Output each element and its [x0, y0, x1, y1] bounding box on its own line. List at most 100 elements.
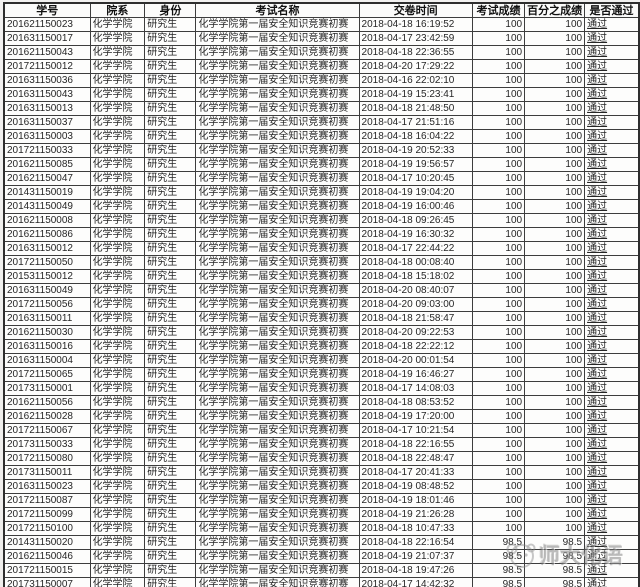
cell-percent-score[interactable]: 98.5 [524, 549, 586, 564]
cell-submit-time[interactable]: 2018-04-19 19:04:20 [358, 185, 473, 200]
cell-department[interactable]: 化学学院 [89, 535, 146, 550]
cell-score[interactable]: 100 [471, 199, 526, 214]
cell-department[interactable]: 化学学院 [89, 353, 146, 368]
cell-score[interactable]: 100 [471, 507, 526, 522]
cell-score[interactable]: 100 [471, 451, 526, 466]
cell-score[interactable]: 100 [471, 353, 526, 368]
cell-student-id[interactable]: 201431150020 [3, 535, 91, 550]
cell-department[interactable]: 化学学院 [89, 339, 146, 354]
cell-identity[interactable]: 研究生 [144, 255, 197, 270]
cell-pass-status[interactable]: 通过 [584, 185, 640, 200]
cell-percent-score[interactable]: 100 [524, 101, 586, 116]
cell-department[interactable]: 化学学院 [89, 283, 146, 298]
cell-student-id[interactable]: 201631150036 [3, 73, 91, 88]
cell-department[interactable]: 化学学院 [89, 437, 146, 452]
cell-department[interactable]: 化学学院 [89, 493, 146, 508]
cell-student-id[interactable]: 201721150065 [3, 367, 91, 382]
cell-percent-score[interactable]: 100 [524, 521, 586, 536]
cell-student-id[interactable]: 201721150100 [3, 521, 91, 536]
cell-identity[interactable]: 研究生 [144, 59, 197, 74]
cell-student-id[interactable]: 201721150087 [3, 493, 91, 508]
cell-identity[interactable]: 研究生 [144, 577, 197, 587]
cell-submit-time[interactable]: 2018-04-18 16:04:22 [358, 129, 473, 144]
cell-department[interactable]: 化学学院 [89, 227, 146, 242]
cell-student-id[interactable]: 201621150056 [3, 395, 91, 410]
cell-student-id[interactable]: 201621150008 [3, 213, 91, 228]
cell-student-id[interactable]: 201621150046 [3, 549, 91, 564]
cell-pass-status[interactable]: 通过 [584, 297, 640, 312]
cell-exam-name[interactable]: 化学学院第一届安全知识竞赛初赛 [195, 143, 360, 158]
cell-percent-score[interactable]: 100 [524, 325, 586, 340]
cell-identity[interactable]: 研究生 [144, 549, 197, 564]
cell-department[interactable]: 化学学院 [89, 129, 146, 144]
cell-student-id[interactable]: 201721150012 [3, 59, 91, 74]
cell-identity[interactable]: 研究生 [144, 73, 197, 88]
cell-percent-score[interactable]: 100 [524, 45, 586, 60]
cell-score[interactable]: 100 [471, 73, 526, 88]
cell-identity[interactable]: 研究生 [144, 129, 197, 144]
cell-identity[interactable]: 研究生 [144, 451, 197, 466]
cell-pass-status[interactable]: 通过 [584, 535, 640, 550]
cell-exam-name[interactable]: 化学学院第一届安全知识竞赛初赛 [195, 157, 360, 172]
cell-percent-score[interactable]: 100 [524, 367, 586, 382]
cell-submit-time[interactable]: 2018-04-20 08:40:07 [358, 283, 473, 298]
cell-score[interactable]: 100 [471, 381, 526, 396]
cell-student-id[interactable]: 201631150037 [3, 115, 91, 130]
cell-department[interactable]: 化学学院 [89, 157, 146, 172]
cell-score[interactable]: 100 [471, 255, 526, 270]
cell-submit-time[interactable]: 2018-04-20 17:29:22 [358, 59, 473, 74]
cell-score[interactable]: 100 [471, 367, 526, 382]
cell-submit-time[interactable]: 2018-04-18 21:48:50 [358, 101, 473, 116]
cell-submit-time[interactable]: 2018-04-18 00:08:40 [358, 255, 473, 270]
cell-exam-name[interactable]: 化学学院第一届安全知识竞赛初赛 [195, 255, 360, 270]
cell-pass-status[interactable]: 通过 [584, 31, 640, 46]
cell-exam-name[interactable]: 化学学院第一届安全知识竞赛初赛 [195, 185, 360, 200]
cell-department[interactable]: 化学学院 [89, 395, 146, 410]
cell-percent-score[interactable]: 100 [524, 339, 586, 354]
cell-student-id[interactable]: 201621150028 [3, 409, 91, 424]
cell-department[interactable]: 化学学院 [89, 269, 146, 284]
cell-student-id[interactable]: 201631150013 [3, 101, 91, 116]
cell-exam-name[interactable]: 化学学院第一届安全知识竞赛初赛 [195, 507, 360, 522]
cell-score[interactable]: 100 [471, 115, 526, 130]
cell-pass-status[interactable]: 通过 [584, 577, 640, 587]
cell-submit-time[interactable]: 2018-04-19 21:07:37 [358, 549, 473, 564]
cell-pass-status[interactable]: 通过 [584, 87, 640, 102]
cell-pass-status[interactable]: 通过 [584, 143, 640, 158]
cell-identity[interactable]: 研究生 [144, 367, 197, 382]
cell-submit-time[interactable]: 2018-04-16 22:02:10 [358, 73, 473, 88]
cell-exam-name[interactable]: 化学学院第一届安全知识竞赛初赛 [195, 87, 360, 102]
cell-department[interactable]: 化学学院 [89, 17, 146, 32]
cell-pass-status[interactable]: 通过 [584, 521, 640, 536]
cell-identity[interactable]: 研究生 [144, 423, 197, 438]
cell-department[interactable]: 化学学院 [89, 31, 146, 46]
cell-department[interactable]: 化学学院 [89, 563, 146, 578]
cell-exam-name[interactable]: 化学学院第一届安全知识竞赛初赛 [195, 479, 360, 494]
cell-department[interactable]: 化学学院 [89, 199, 146, 214]
cell-department[interactable]: 化学学院 [89, 325, 146, 340]
cell-student-id[interactable]: 201631150017 [3, 31, 91, 46]
cell-score[interactable]: 100 [471, 143, 526, 158]
cell-score[interactable]: 98.5 [471, 549, 526, 564]
cell-score[interactable]: 100 [471, 437, 526, 452]
cell-department[interactable]: 化学学院 [89, 171, 146, 186]
cell-department[interactable]: 化学学院 [89, 59, 146, 74]
cell-score[interactable]: 100 [471, 45, 526, 60]
cell-student-id[interactable]: 201631150043 [3, 87, 91, 102]
cell-percent-score[interactable]: 100 [524, 157, 586, 172]
cell-exam-name[interactable]: 化学学院第一届安全知识竞赛初赛 [195, 45, 360, 60]
cell-identity[interactable]: 研究生 [144, 87, 197, 102]
cell-percent-score[interactable]: 100 [524, 451, 586, 466]
cell-exam-name[interactable]: 化学学院第一届安全知识竞赛初赛 [195, 381, 360, 396]
cell-pass-status[interactable]: 通过 [584, 269, 640, 284]
cell-exam-name[interactable]: 化学学院第一届安全知识竞赛初赛 [195, 115, 360, 130]
cell-exam-name[interactable]: 化学学院第一届安全知识竞赛初赛 [195, 31, 360, 46]
cell-identity[interactable]: 研究生 [144, 241, 197, 256]
cell-department[interactable]: 化学学院 [89, 45, 146, 60]
cell-exam-name[interactable]: 化学学院第一届安全知识竞赛初赛 [195, 409, 360, 424]
cell-score[interactable]: 100 [471, 479, 526, 494]
cell-submit-time[interactable]: 2018-04-17 21:51:16 [358, 115, 473, 130]
cell-percent-score[interactable]: 100 [524, 409, 586, 424]
cell-identity[interactable]: 研究生 [144, 353, 197, 368]
cell-score[interactable]: 100 [471, 101, 526, 116]
